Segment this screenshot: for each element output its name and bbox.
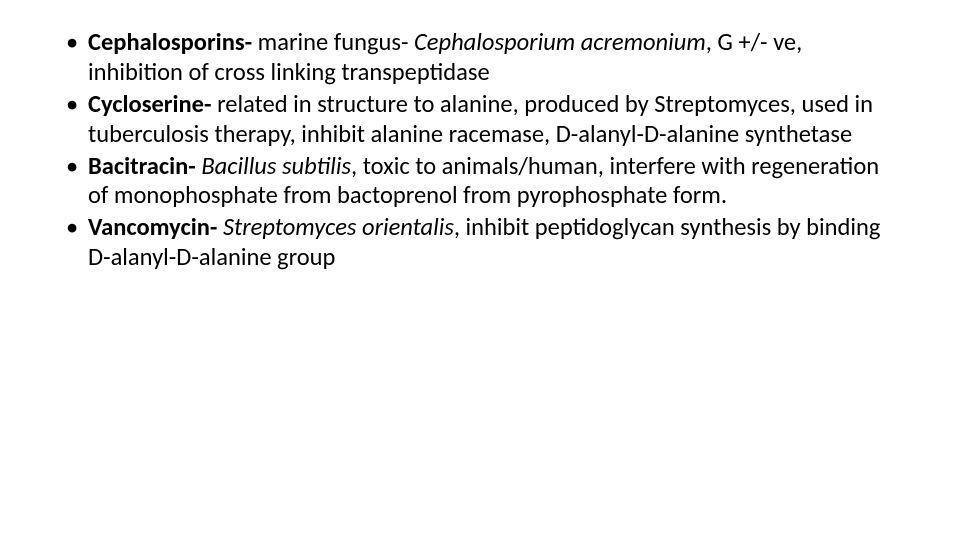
term-bold: Vancomycin- (88, 212, 217, 242)
text-italic: Cephalosporium acremonium (414, 27, 706, 57)
list-item: Vancomycin- Streptomyces orientalis, inh… (60, 213, 900, 273)
list-item: Cycloserine- related in structure to ala… (60, 90, 900, 150)
text-italic: Bacillus subtilis (201, 151, 351, 181)
bullet-list: Cephalosporins- marine fungus- Cephalosp… (60, 28, 900, 273)
text-plain: marine fungus- (252, 27, 414, 57)
list-item: Cephalosporins- marine fungus- Cephalosp… (60, 28, 900, 88)
term-bold: Bacitracin- (88, 151, 196, 181)
slide: Cephalosporins- marine fungus- Cephalosp… (0, 0, 960, 540)
term-bold: Cycloserine- (88, 89, 212, 119)
list-item: Bacitracin- Bacillus subtilis, toxic to … (60, 152, 900, 212)
term-bold: Cephalosporins- (88, 27, 252, 57)
text-italic: Streptomyces orientalis (223, 212, 454, 242)
